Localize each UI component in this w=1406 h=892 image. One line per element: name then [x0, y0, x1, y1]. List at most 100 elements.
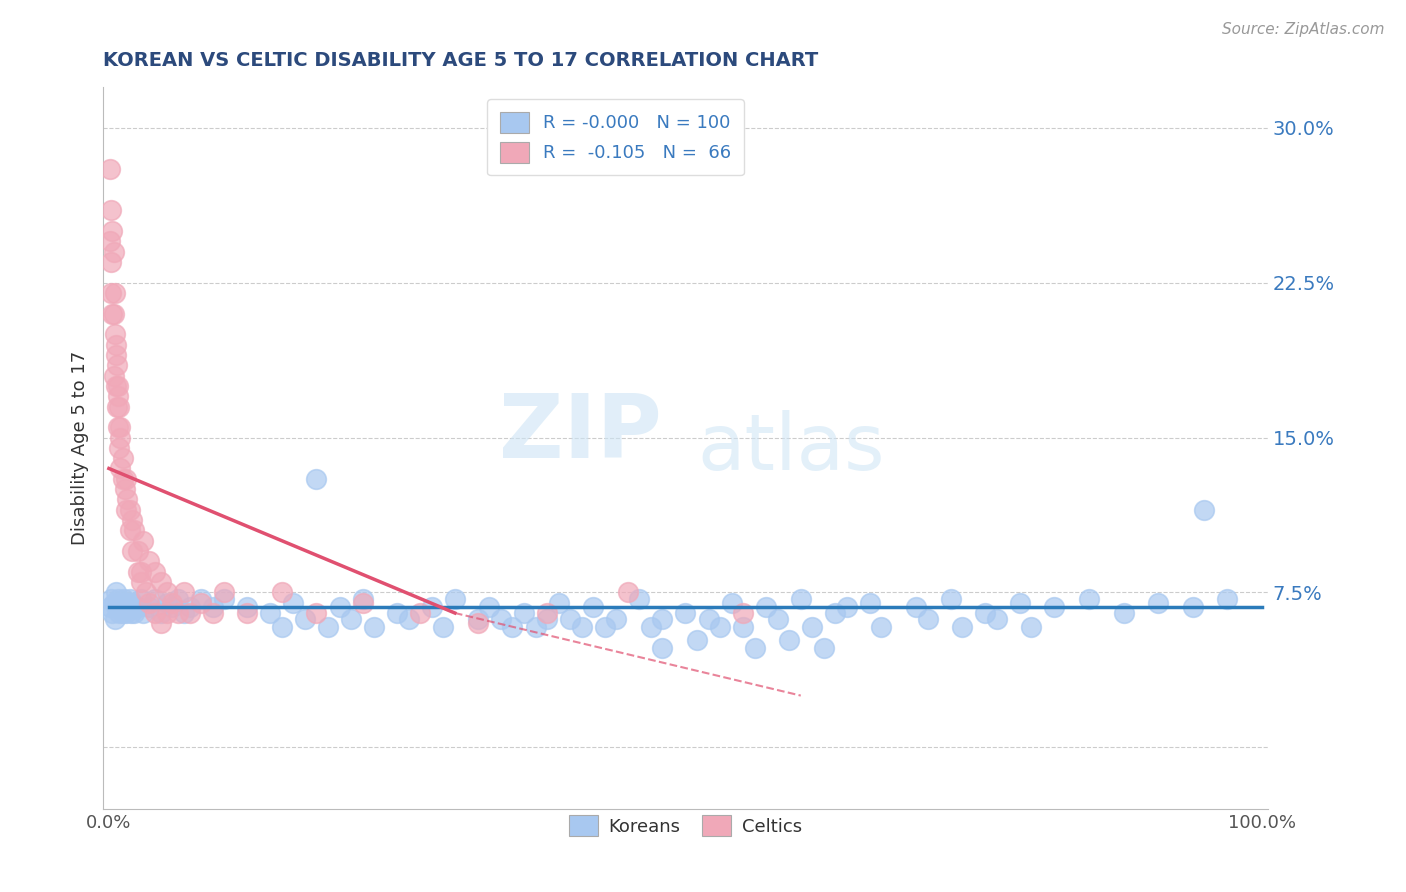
Point [755, 599, 778, 614]
Point [651, 641, 673, 656]
Text: KOREAN VS CELTIC DISABILITY AGE 5 TO 17 CORRELATION CHART: KOREAN VS CELTIC DISABILITY AGE 5 TO 17 … [103, 51, 818, 70]
Point [560, 612, 582, 626]
Point [104, 285, 127, 300]
Point [111, 606, 134, 620]
Point [352, 591, 374, 606]
Point [1181, 599, 1204, 614]
Point [108, 400, 131, 414]
Point [127, 565, 149, 579]
Point [121, 544, 143, 558]
Point [115, 502, 138, 516]
Point [824, 606, 846, 620]
Point [259, 606, 281, 620]
Point [121, 596, 143, 610]
Point [686, 632, 709, 647]
Point [129, 565, 152, 579]
Point [173, 585, 195, 599]
Point [813, 641, 835, 656]
Point [101, 224, 124, 238]
Point [114, 482, 136, 496]
Point [103, 244, 125, 259]
Point [110, 420, 132, 434]
Point [101, 606, 124, 620]
Point [179, 606, 201, 620]
Point [974, 606, 997, 620]
Point [114, 599, 136, 614]
Point [582, 599, 605, 614]
Point [720, 596, 742, 610]
Point [104, 337, 127, 351]
Point [190, 596, 212, 610]
Text: Source: ZipAtlas.com: Source: ZipAtlas.com [1222, 22, 1385, 37]
Point [513, 606, 536, 620]
Point [98, 599, 121, 614]
Point [905, 599, 928, 614]
Point [107, 389, 129, 403]
Point [190, 591, 212, 606]
Point [950, 620, 973, 634]
Point [571, 620, 593, 634]
Point [111, 472, 134, 486]
Point [105, 400, 128, 414]
Text: ZIP: ZIP [499, 390, 662, 477]
Point [143, 591, 166, 606]
Point [986, 612, 1008, 626]
Point [1216, 591, 1239, 606]
Point [167, 606, 190, 620]
Point [117, 492, 139, 507]
Point [467, 612, 489, 626]
Point [129, 591, 152, 606]
Legend: Koreans, Celtics: Koreans, Celtics [561, 808, 810, 844]
Point [107, 420, 129, 434]
Point [305, 472, 328, 486]
Point [127, 544, 149, 558]
Point [236, 599, 259, 614]
Point [105, 599, 128, 614]
Point [744, 641, 766, 656]
Point [138, 596, 160, 610]
Point [110, 430, 132, 444]
Point [467, 616, 489, 631]
Point [917, 612, 939, 626]
Point [352, 596, 374, 610]
Point [201, 599, 224, 614]
Point [110, 461, 132, 475]
Point [103, 307, 125, 321]
Point [1112, 606, 1135, 620]
Point [100, 255, 122, 269]
Point [117, 596, 139, 610]
Point [501, 620, 523, 634]
Point [117, 599, 139, 614]
Point [167, 591, 190, 606]
Point [132, 533, 155, 548]
Point [766, 612, 789, 626]
Point [110, 596, 132, 610]
Point [340, 612, 363, 626]
Point [100, 285, 122, 300]
Point [101, 307, 124, 321]
Point [149, 574, 172, 589]
Point [778, 632, 800, 647]
Point [110, 599, 132, 614]
Point [270, 620, 292, 634]
Point [697, 612, 720, 626]
Point [305, 606, 328, 620]
Point [162, 596, 184, 610]
Point [143, 606, 166, 620]
Point [547, 596, 569, 610]
Point [100, 591, 122, 606]
Point [143, 565, 166, 579]
Point [939, 591, 962, 606]
Point [212, 591, 235, 606]
Point [316, 620, 339, 634]
Point [709, 620, 731, 634]
Point [118, 591, 141, 606]
Point [121, 513, 143, 527]
Point [104, 612, 127, 626]
Point [132, 606, 155, 620]
Point [179, 599, 201, 614]
Point [733, 620, 755, 634]
Point [363, 620, 385, 634]
Point [420, 599, 443, 614]
Point [801, 620, 824, 634]
